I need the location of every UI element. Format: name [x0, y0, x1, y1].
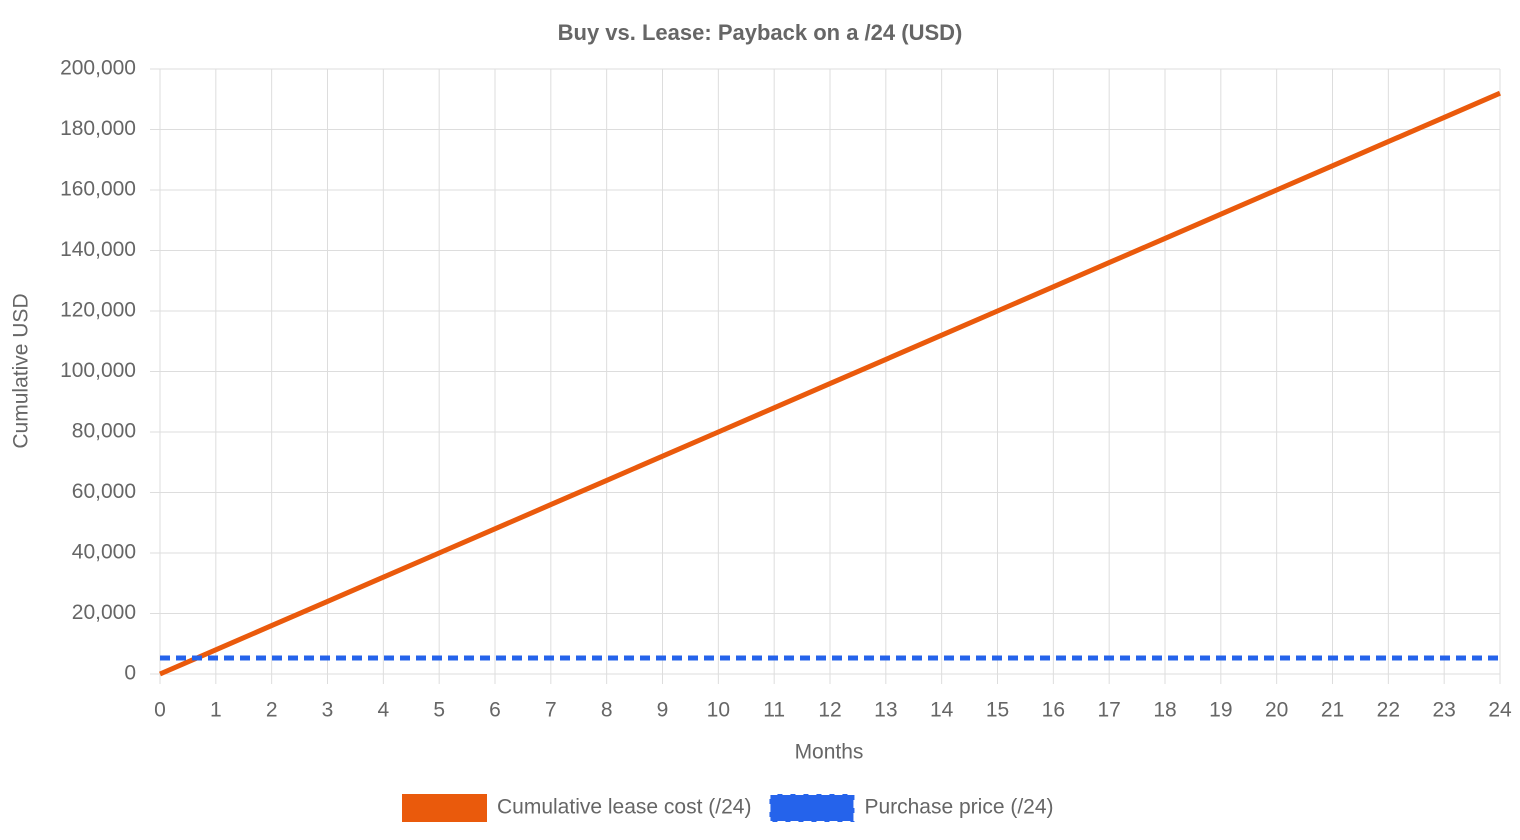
legend-label: Purchase price (/24): [864, 796, 1053, 819]
y-tick-label: 140,000: [60, 238, 136, 261]
x-tick-label: 17: [1097, 699, 1120, 722]
series-line: [159, 90, 1501, 677]
x-tick-label: 14: [930, 699, 954, 722]
x-tick-label: 19: [1209, 699, 1232, 722]
x-tick-label: 1: [210, 699, 222, 722]
y-tick-label: 20,000: [72, 601, 136, 624]
x-tick-label: 6: [489, 699, 501, 722]
x-tick-label: 9: [657, 699, 669, 722]
y-tick-label: 40,000: [72, 541, 136, 564]
legend-label: Cumulative lease cost (/24): [497, 796, 751, 819]
y-tick-label: 60,000: [72, 480, 136, 503]
legend-swatch: [402, 794, 487, 822]
y-tick-label: 120,000: [60, 299, 136, 322]
x-tick-label: 15: [986, 699, 1009, 722]
x-tick-label: 20: [1265, 699, 1288, 722]
x-tick-label: 3: [322, 699, 334, 722]
y-tick-label: 0: [124, 662, 136, 685]
chart-title: Buy vs. Lease: Payback on a /24 (USD): [558, 20, 963, 45]
x-tick-label: 11: [763, 699, 785, 722]
x-tick-label: 7: [545, 699, 557, 722]
y-tick-label: 100,000: [60, 359, 136, 382]
y-tick-label: 180,000: [60, 117, 136, 140]
y-tick-label: 160,000: [60, 178, 136, 201]
y-tick-label: 200,000: [60, 57, 136, 80]
x-tick-label: 21: [1321, 699, 1344, 722]
x-tick-label: 2: [266, 699, 278, 722]
x-tick-label: 13: [874, 699, 897, 722]
x-axis-label: Months: [795, 741, 864, 764]
legend-swatch: [768, 793, 856, 823]
x-tick-label: 8: [601, 699, 613, 722]
y-axis-label: Cumulative USD: [10, 293, 33, 448]
x-tick-label: 23: [1432, 699, 1455, 722]
y-tick-label: 80,000: [72, 420, 136, 443]
x-tick-label: 16: [1042, 699, 1065, 722]
x-tick-label: 10: [707, 699, 730, 722]
x-tick-label: 5: [433, 699, 445, 722]
x-tick-label: 24: [1488, 699, 1512, 722]
x-tick-label: 4: [377, 699, 389, 722]
x-tick-label: 22: [1377, 699, 1400, 722]
x-tick-label: 18: [1153, 699, 1176, 722]
x-tick-label: 0: [154, 699, 166, 722]
x-tick-label: 12: [818, 699, 841, 722]
